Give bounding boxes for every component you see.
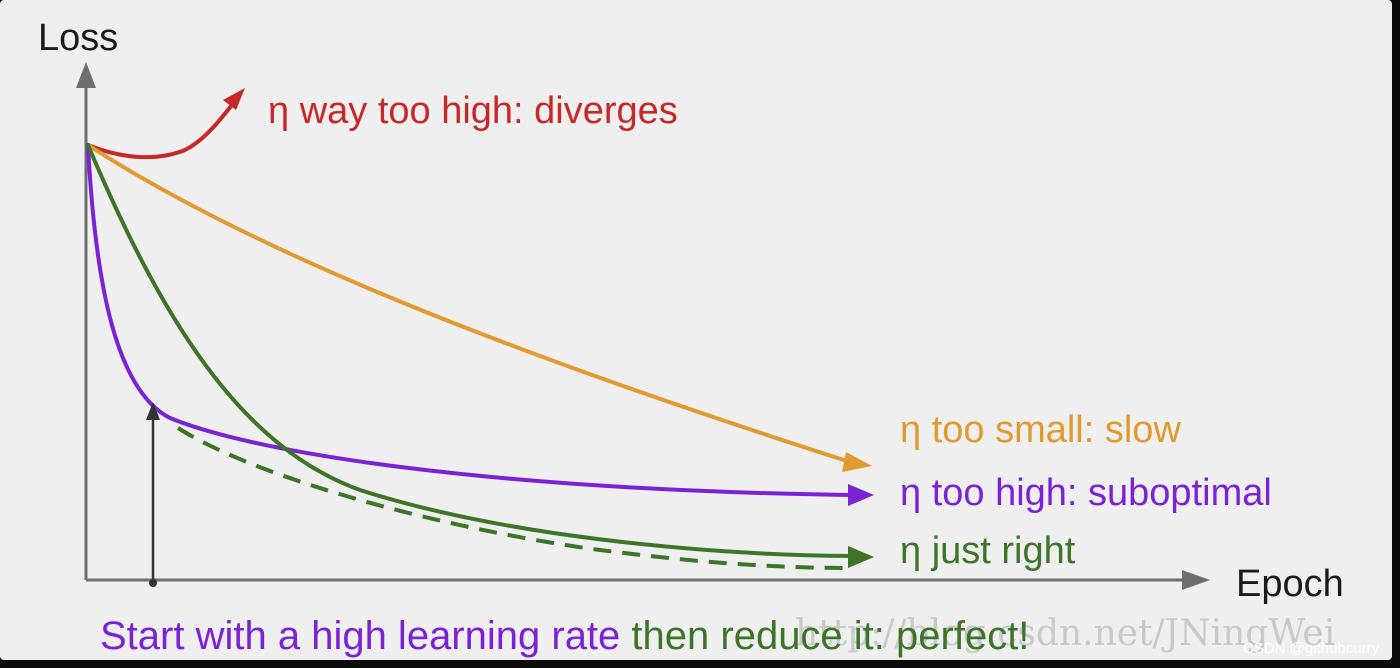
watermark: http://blog.csdn.net/JNingWei [795,613,1335,654]
curve-suboptimal [86,143,854,497]
csdn-credit: CSDN @githubcurry [1243,640,1380,657]
label-slow: η too small: slow [900,409,1181,451]
curve-slow [86,143,852,464]
label-diverges: η way too high: diverges [268,90,678,132]
label-just-right: η just right [900,530,1076,572]
curve-just-right-arrowhead-icon [848,546,874,568]
caption-part2: then reduce it: perfect! [620,614,1029,658]
curve-suboptimal-arrowhead-icon [848,484,874,506]
x-axis-arrowhead-icon [1182,570,1210,590]
axes: Loss Epoch [38,17,1344,605]
start-marker-arrowhead-icon [146,402,160,420]
caption: Start with a high learning rate then red… [100,614,1029,658]
curve-diverges-arrowhead-icon [223,88,245,110]
x-axis-label: Epoch [1236,563,1344,605]
start-marker-dot [149,579,157,587]
label-suboptimal: η too high: suboptimal [900,472,1272,514]
curves [86,88,874,570]
curve-slow-arrowhead-icon [842,452,872,472]
curve-diverges [86,95,240,160]
y-axis-arrowhead-icon [76,62,96,88]
start-marker [146,402,160,587]
curve-just-right [86,143,854,558]
curve-perfect-dashed [176,426,849,570]
caption-part1: Start with a high learning rate [100,614,620,658]
y-axis-label: Loss [38,17,118,59]
